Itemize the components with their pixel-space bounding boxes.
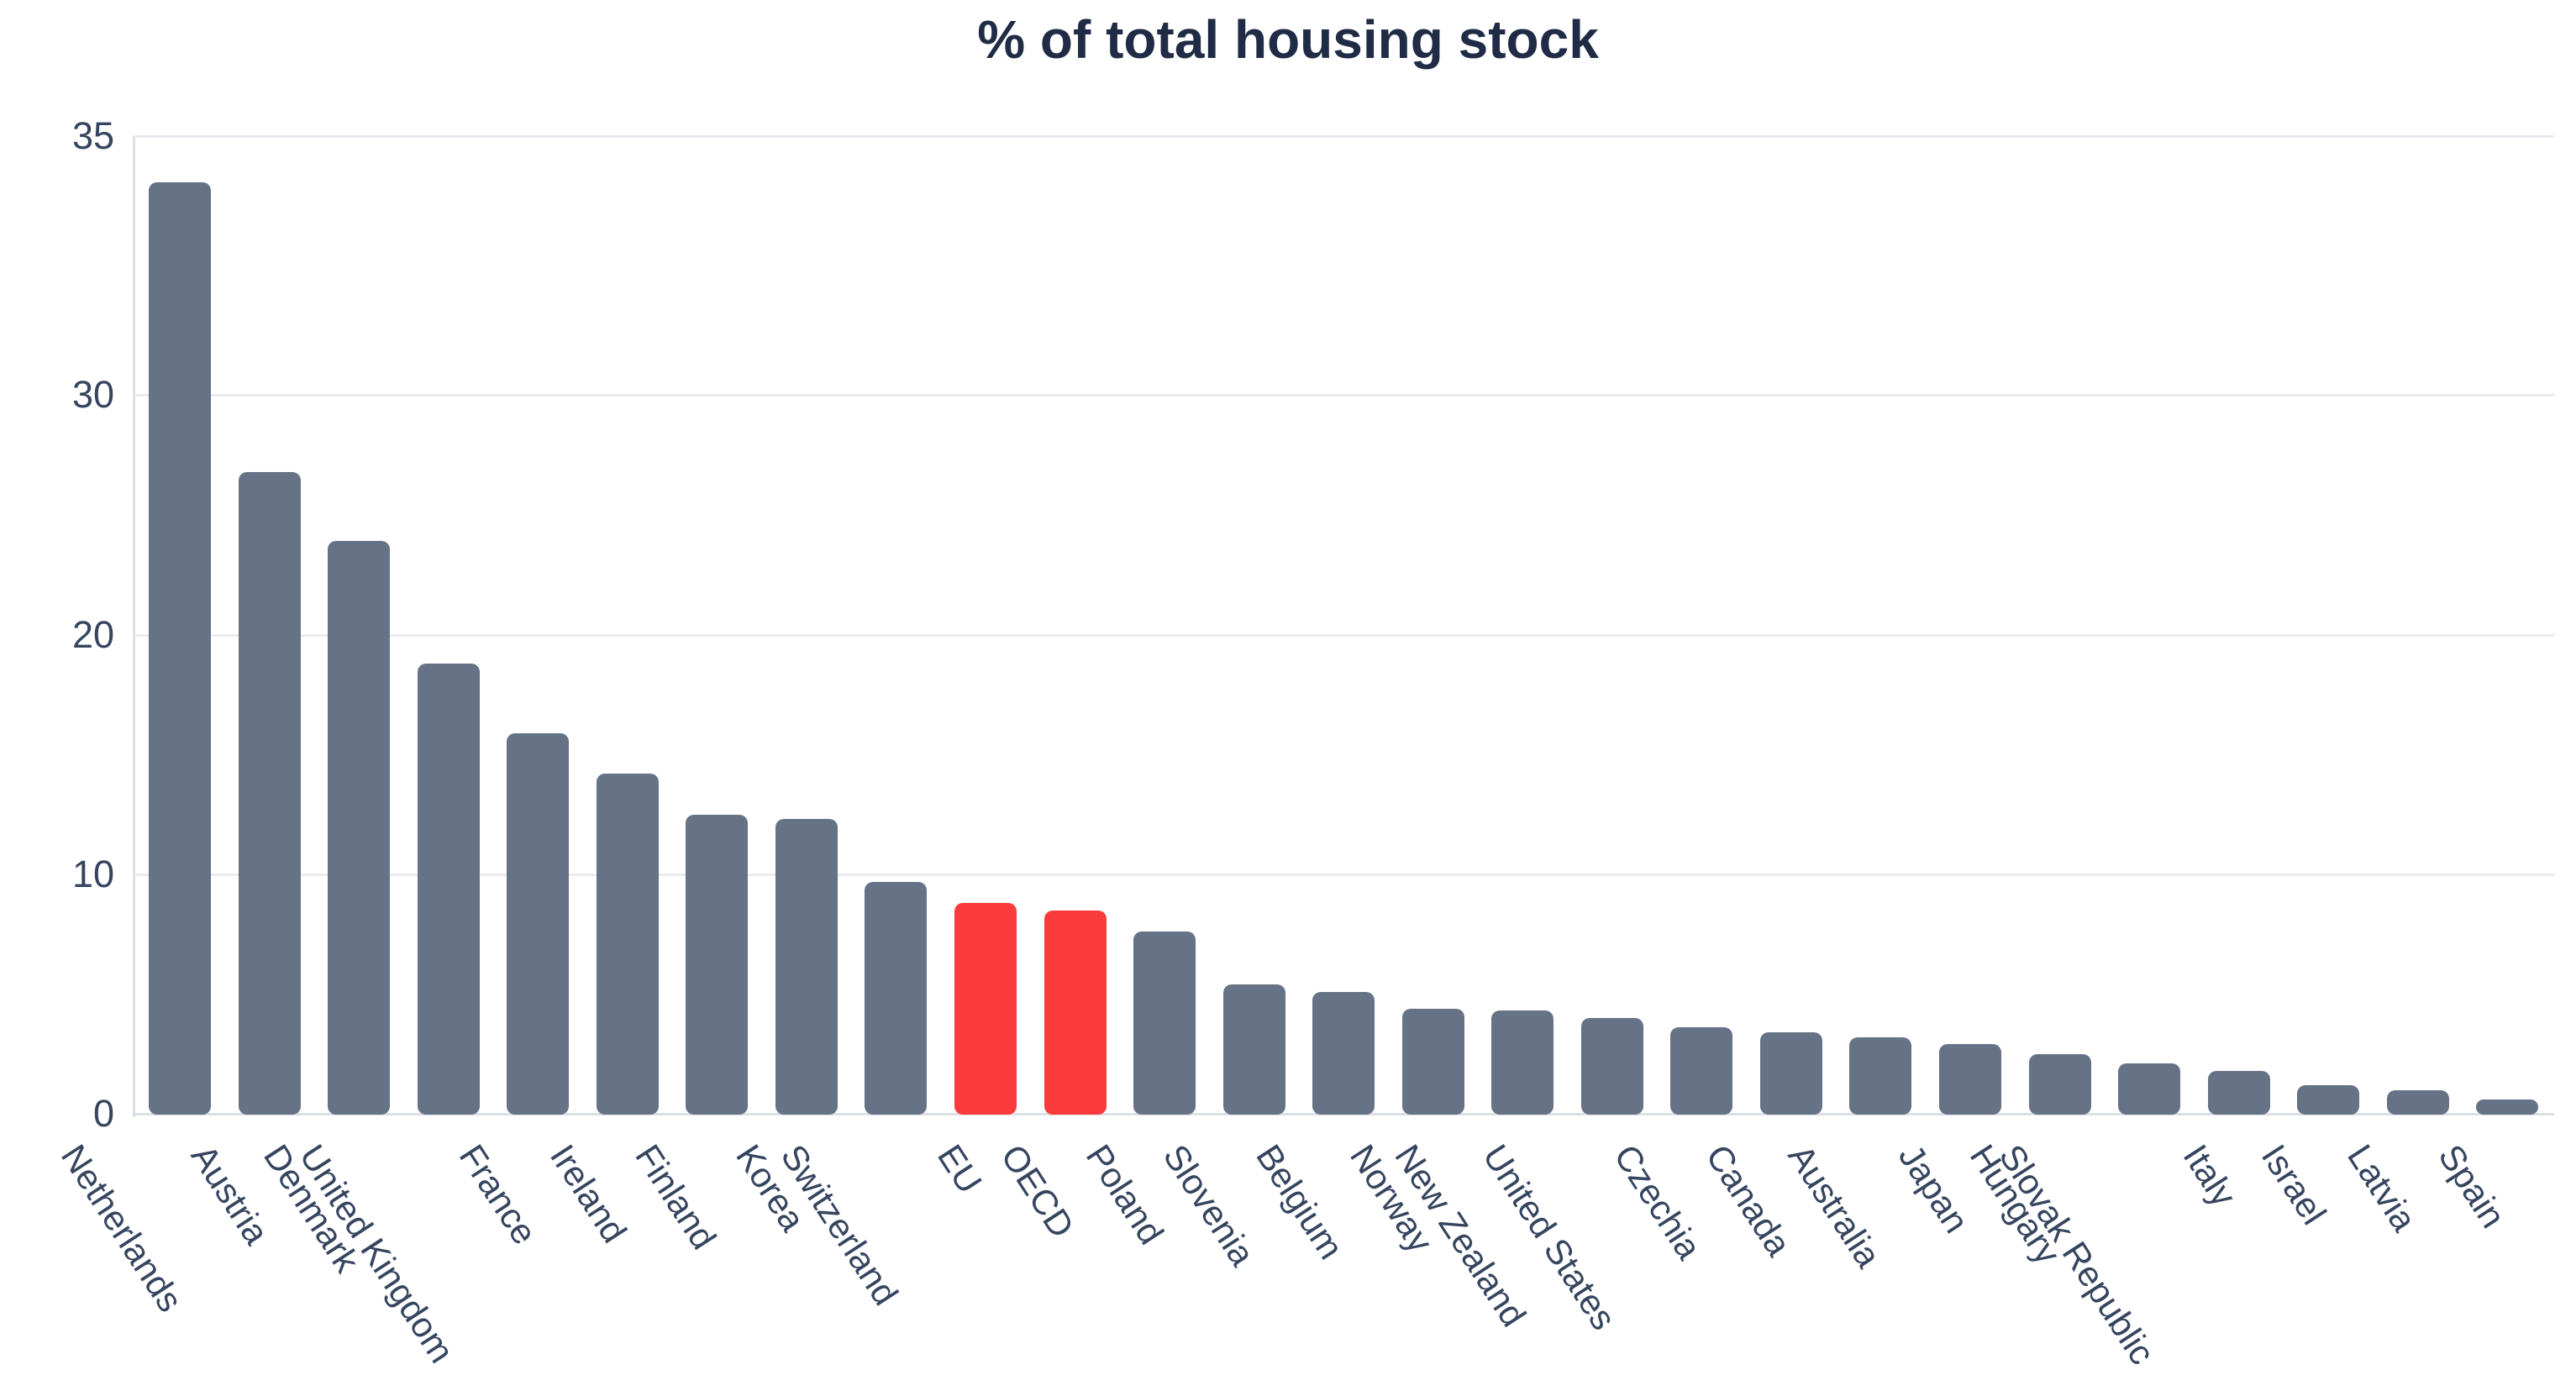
x-tick-label-spain: Spain [2431, 1137, 2514, 1236]
bar-finland [686, 814, 749, 1115]
bar-belgium [1312, 991, 1375, 1115]
y-tick-label-10: 10 [71, 853, 114, 895]
gridline-10 [134, 874, 2554, 876]
x-tick-label-ireland: Ireland [542, 1137, 634, 1250]
x-tick-label-poland: Poland [1078, 1137, 1172, 1252]
bar-oecd [1044, 910, 1107, 1115]
bar-hungary [2028, 1053, 2091, 1115]
bar-japan [1939, 1044, 2001, 1115]
y-axis-line [133, 136, 135, 1117]
bar-korea [775, 819, 838, 1115]
bar-latvia [2386, 1089, 2449, 1115]
bar-slovak-republic [2118, 1063, 2181, 1115]
bar-slovenia [1222, 984, 1285, 1115]
y-tick-label-20: 20 [71, 613, 114, 656]
x-tick-label-slovak-republic: Slovak Republic [1991, 1137, 2163, 1372]
x-tick-label-eu: EU [929, 1137, 991, 1200]
x-tick-label-netherlands: Netherlands [53, 1137, 191, 1319]
bar-czechia [1670, 1027, 1733, 1115]
bar-austria [238, 471, 301, 1115]
y-tick-label-0: 0 [92, 1092, 114, 1135]
x-tick-label-slovenia: Slovenia [1155, 1137, 1263, 1273]
bar-switzerland [865, 881, 928, 1115]
x-tick-label-japan: Japan [1890, 1137, 1977, 1240]
bar-ireland [596, 774, 659, 1115]
bar-france [507, 732, 570, 1115]
gridline-20 [134, 634, 2554, 637]
bar-denmark [328, 541, 391, 1115]
gridline-30 [134, 394, 2554, 396]
x-tick-label-oecd: OECD [992, 1137, 1082, 1245]
x-tick-label-czechia: Czechia [1606, 1137, 1710, 1267]
bar-australia [1849, 1036, 1912, 1115]
y-tick-label-30: 30 [71, 373, 114, 416]
x-tick-label-belgium: Belgium [1249, 1137, 1352, 1267]
bar-poland [1133, 932, 1196, 1115]
chart-title: % of total housing stock [977, 9, 1599, 70]
gridline-35 [134, 135, 2554, 138]
bar-united-states [1580, 1018, 1643, 1115]
bar-israel [2297, 1084, 2360, 1115]
x-tick-label-france: France [451, 1137, 545, 1252]
bar-new-zealand [1491, 1010, 1554, 1115]
bar-united-kingdom [417, 664, 480, 1115]
x-tick-label-finland: Finland [628, 1137, 724, 1257]
bar-italy [2207, 1070, 2270, 1115]
bar-canada [1759, 1032, 1822, 1115]
bar-norway [1401, 1008, 1464, 1115]
x-tick-label-italy: Italy [2175, 1137, 2244, 1214]
x-tick-label-australia: Australia [1780, 1137, 1890, 1275]
bar-netherlands [149, 182, 211, 1115]
x-tick-label-israel: Israel [2253, 1137, 2335, 1232]
x-tick-label-latvia: Latvia [2339, 1137, 2425, 1238]
y-tick-label-35: 35 [71, 114, 114, 157]
bar-eu [954, 903, 1017, 1115]
bar-spain [2476, 1099, 2539, 1115]
